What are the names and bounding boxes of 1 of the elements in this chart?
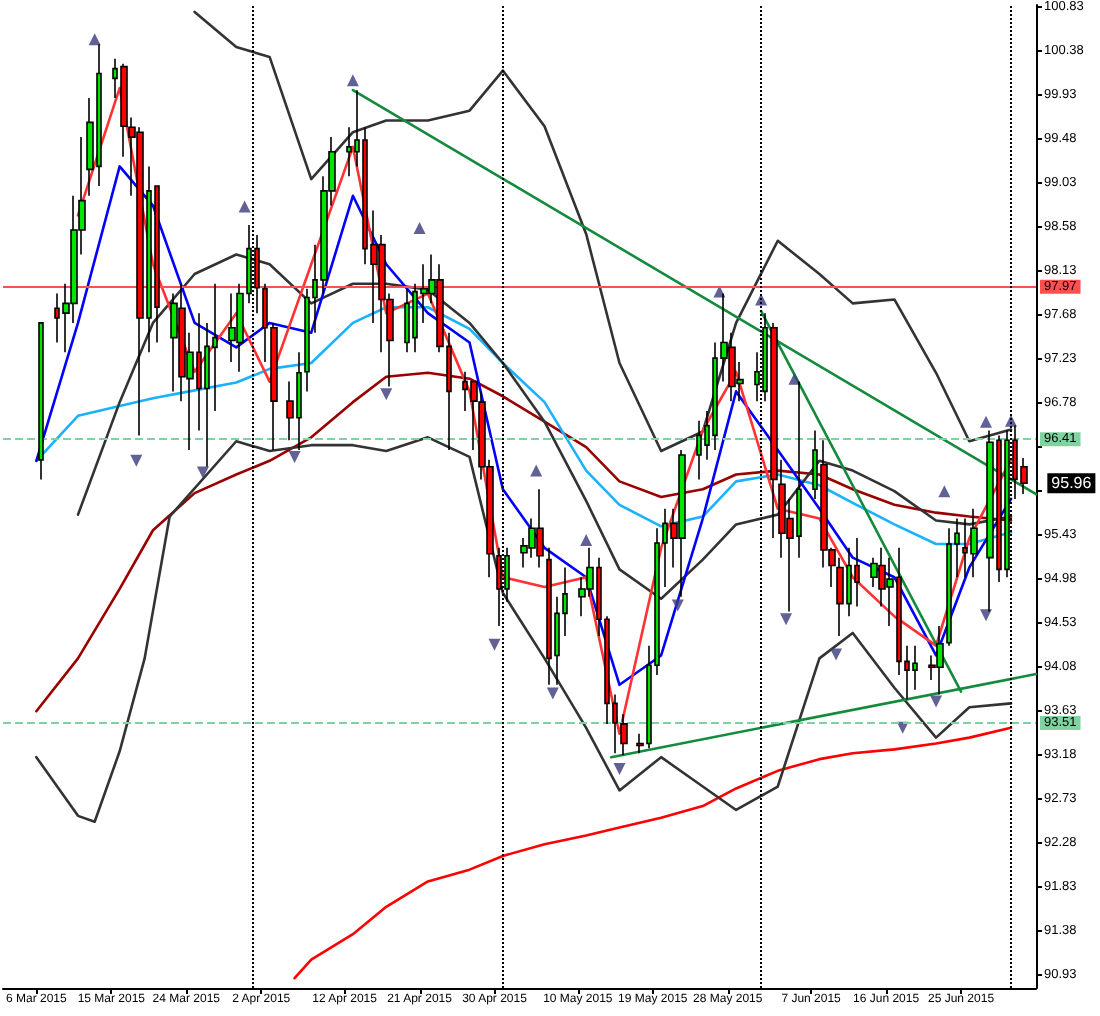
annotation: 95.96 (1051, 474, 1093, 493)
